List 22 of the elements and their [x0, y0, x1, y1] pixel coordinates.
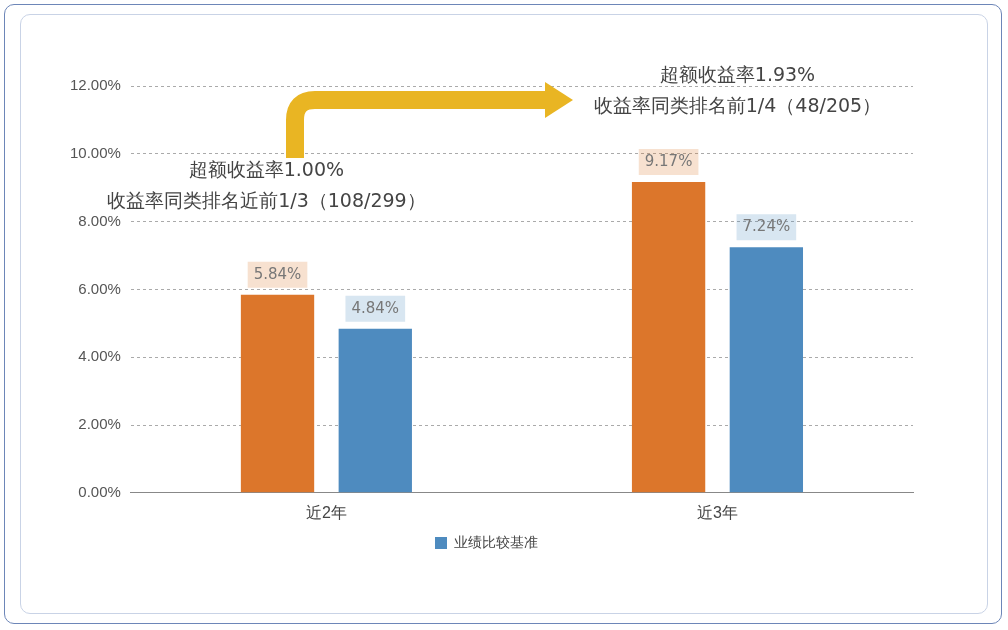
bar: [240, 294, 315, 493]
y-tick-label: 0.00%: [78, 482, 121, 500]
y-tick-label: 2.00%: [78, 415, 121, 433]
annotation: 超额收益率1.00%: [188, 157, 345, 180]
bar: [338, 328, 412, 493]
bar: [729, 247, 804, 493]
y-tick-label: 10.00%: [70, 143, 121, 161]
y-tick-label: 6.00%: [78, 279, 121, 297]
text: 5.84%: [253, 264, 302, 283]
text: 超额收益率1.93%: [659, 62, 816, 85]
text: 7.24%: [742, 217, 791, 236]
legend-label: 业绩比较基准: [454, 533, 538, 550]
text: 9.17%: [644, 151, 693, 170]
bar: [631, 181, 706, 493]
x-tick-label: 近3年: [697, 503, 738, 521]
annotation: 收益率同类排名前1/4（48/205）: [593, 93, 882, 116]
text: 4.84%: [351, 298, 400, 317]
y-tick-label: 4.00%: [78, 347, 121, 365]
annotation: 收益率同类排名近前1/3（108/299）: [107, 188, 426, 211]
y-tick-label: 12.00%: [70, 76, 121, 94]
x-tick-label: 近2年: [305, 503, 347, 521]
y-tick-label: 8.00%: [78, 211, 121, 229]
